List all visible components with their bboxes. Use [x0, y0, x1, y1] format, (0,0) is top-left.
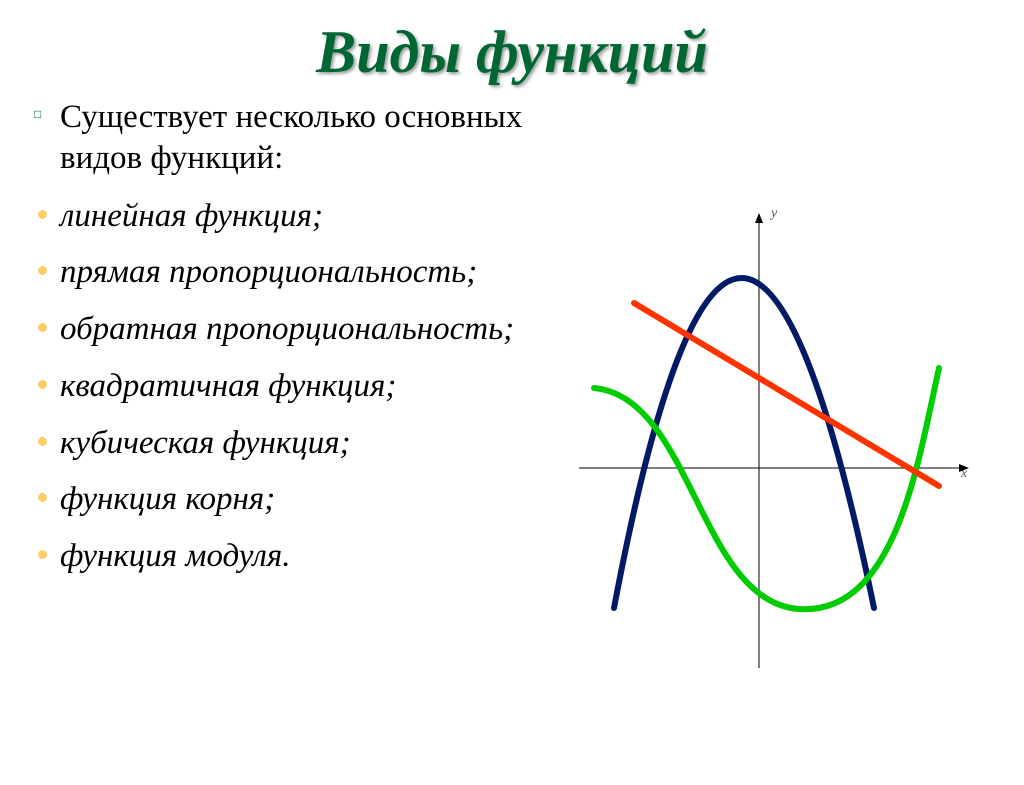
x-axis-label: x	[961, 466, 967, 482]
list-item: кубическая функция;	[60, 415, 590, 472]
intro-text: Существует несколько основных видов функ…	[60, 97, 590, 180]
list-item: обратная пропорциональность;	[60, 301, 590, 358]
chart-area: y x	[569, 208, 989, 678]
line-curve	[634, 303, 939, 486]
list-item: функция корня;	[60, 471, 590, 528]
list-item: функция модуля.	[60, 528, 590, 585]
page-title: Виды функций	[0, 18, 1024, 87]
list-item: прямая пропорциональность;	[60, 244, 590, 301]
function-list: линейная функция; прямая пропорционально…	[30, 188, 590, 585]
text-column: Существует несколько основных видов функ…	[30, 97, 590, 585]
function-chart	[569, 208, 989, 678]
list-item: квадратичная функция;	[60, 358, 590, 415]
parabola-curve	[614, 278, 874, 608]
list-item: линейная функция;	[60, 188, 590, 245]
cubic-curve	[594, 368, 939, 609]
y-axis-label: y	[771, 206, 777, 222]
